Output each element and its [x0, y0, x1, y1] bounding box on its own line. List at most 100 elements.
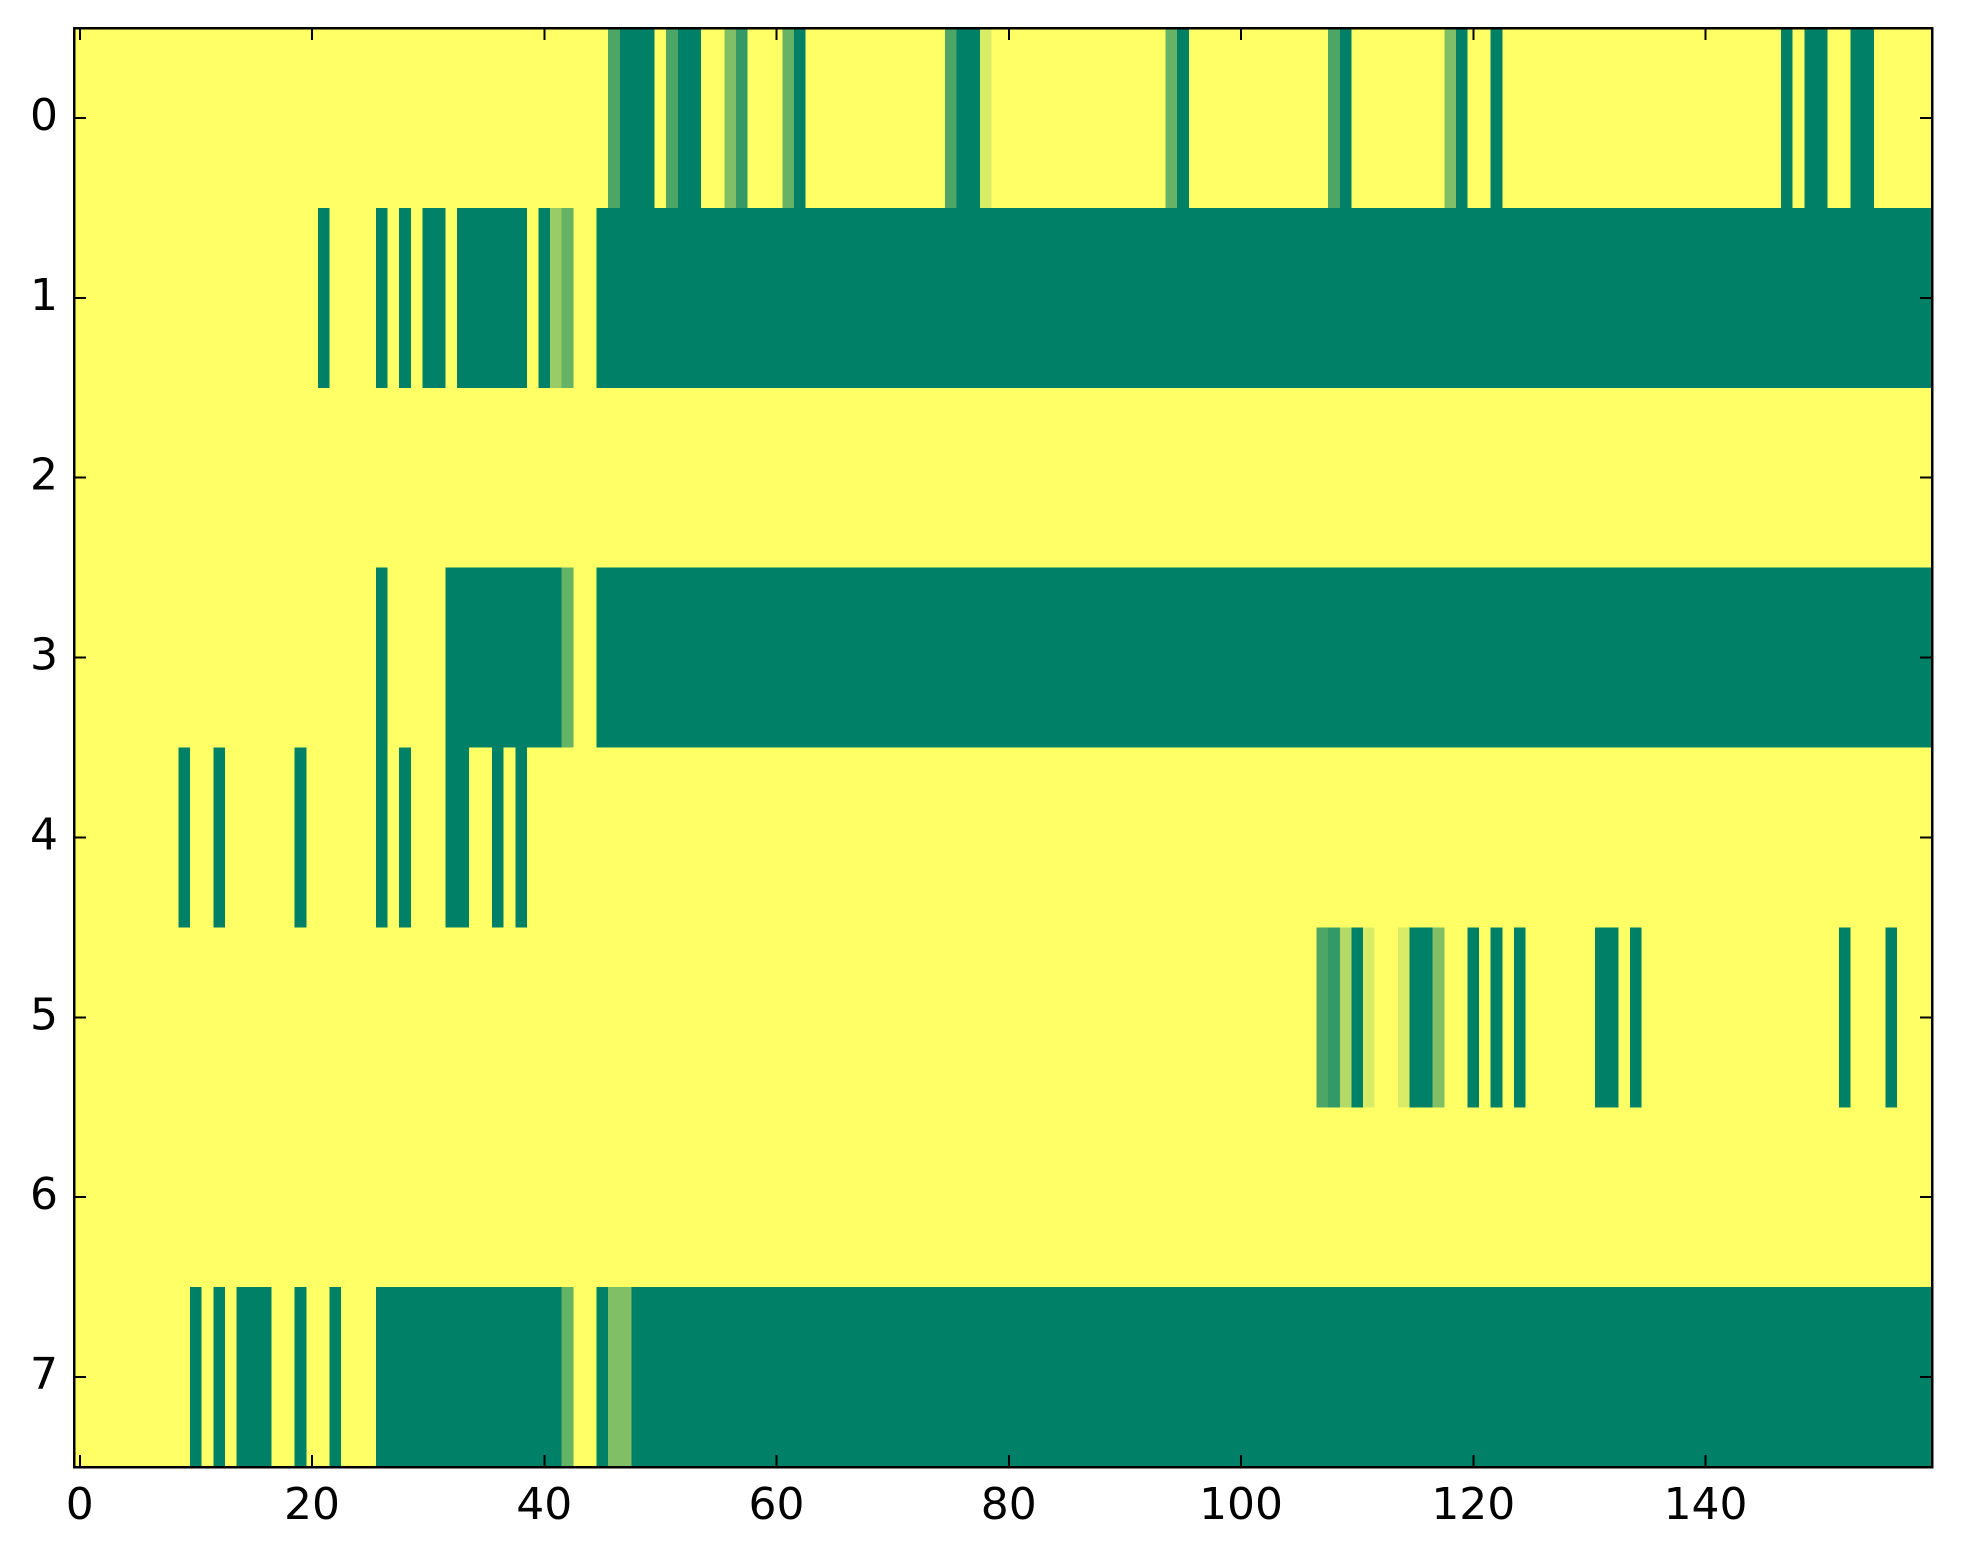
heatmap-cell — [1165, 1107, 1178, 1288]
heatmap-cell — [1862, 1287, 1875, 1468]
heatmap-cell — [1560, 1107, 1573, 1288]
heatmap-cell — [108, 387, 121, 569]
heatmap-cell — [1258, 387, 1271, 569]
heatmap-cell — [1432, 207, 1445, 389]
heatmap-cell — [1722, 387, 1736, 569]
heatmap-cell — [155, 1287, 168, 1468]
heatmap-cell — [526, 28, 539, 209]
heatmap-cell — [364, 387, 377, 569]
heatmap-cell — [759, 747, 772, 928]
heatmap-cell — [1362, 747, 1376, 928]
heatmap-cell — [979, 387, 992, 569]
heatmap-cell — [1722, 567, 1736, 748]
heatmap-cell — [1177, 28, 1190, 209]
heatmap-cell — [248, 567, 261, 748]
heatmap-cell — [143, 927, 156, 1108]
heatmap-cell — [712, 1107, 725, 1288]
heatmap-cell — [921, 387, 934, 569]
heatmap-cell — [1421, 747, 1434, 928]
heatmap-cell — [1757, 28, 1770, 209]
heatmap-cell — [770, 28, 783, 209]
heatmap-cell — [1339, 387, 1352, 569]
heatmap-cell — [1479, 747, 1492, 928]
heatmap-cell — [1049, 387, 1062, 569]
heatmap-cell — [1223, 927, 1236, 1108]
heatmap-cell — [1734, 387, 1747, 569]
heatmap-cell — [1177, 567, 1190, 748]
heatmap-cell — [236, 207, 249, 389]
heatmap-cell — [1583, 207, 1596, 389]
heatmap-cell — [1688, 387, 1701, 569]
heatmap-cell — [770, 747, 783, 928]
heatmap-cell — [561, 1287, 574, 1468]
heatmap-cell — [1188, 387, 1201, 569]
heatmap-cell — [120, 387, 133, 569]
heatmap-cell — [1037, 28, 1050, 209]
heatmap-cell — [1548, 1287, 1561, 1468]
heatmap-cell — [224, 927, 238, 1108]
heatmap-cell — [1513, 207, 1527, 389]
heatmap-cell — [1757, 387, 1770, 569]
heatmap-cell — [1479, 387, 1492, 569]
heatmap-cell — [410, 747, 423, 928]
heatmap-cell — [550, 927, 563, 1108]
heatmap-cell — [1304, 207, 1318, 389]
heatmap-cell — [1734, 747, 1747, 928]
heatmap-cell — [503, 387, 516, 569]
heatmap-cell — [422, 927, 435, 1108]
heatmap-cell — [341, 1107, 354, 1288]
heatmap-cell — [108, 747, 121, 928]
heatmap-cell — [364, 747, 377, 928]
heatmap-cell — [1548, 28, 1561, 209]
heatmap-cell — [1467, 927, 1480, 1108]
heatmap-cell — [1444, 1107, 1457, 1288]
heatmap-cell — [1397, 1287, 1410, 1468]
heatmap-cell — [573, 28, 586, 209]
heatmap-cell — [689, 387, 702, 569]
heatmap-cell — [1153, 567, 1167, 748]
heatmap-cell — [1757, 747, 1770, 928]
heatmap-cell — [747, 567, 760, 748]
heatmap-cell — [1606, 567, 1619, 748]
heatmap-cell — [1328, 927, 1341, 1108]
heatmap-cell — [1873, 1107, 1887, 1288]
heatmap-cell — [492, 1287, 505, 1468]
heatmap-cell — [1304, 747, 1318, 928]
heatmap-cell — [1490, 747, 1503, 928]
heatmap-cell — [352, 567, 365, 748]
heatmap-cell — [1246, 567, 1259, 748]
heatmap-cell — [1885, 1107, 1898, 1288]
heatmap-cell — [1014, 207, 1027, 389]
heatmap-cell — [1502, 747, 1515, 928]
heatmap-cell — [875, 28, 888, 209]
heatmap-cell — [1304, 567, 1318, 748]
heatmap-cell — [944, 747, 958, 928]
heatmap-cell — [1177, 927, 1190, 1108]
heatmap-cell — [712, 207, 725, 389]
heatmap-cell — [166, 1287, 180, 1468]
heatmap-cell — [584, 747, 598, 928]
heatmap-cell — [1548, 387, 1561, 569]
heatmap-cell — [457, 1107, 470, 1288]
x-tick-label: 0 — [66, 1479, 94, 1530]
heatmap-cell — [1061, 207, 1074, 389]
heatmap-cell — [1618, 747, 1631, 928]
heatmap-cell — [666, 567, 679, 748]
heatmap-cell — [120, 28, 133, 209]
heatmap-cell — [224, 387, 238, 569]
heatmap-cell — [1757, 567, 1770, 748]
heatmap-cell — [1839, 28, 1852, 209]
heatmap-cell — [561, 207, 574, 389]
heatmap-cell — [1095, 567, 1109, 748]
heatmap-cell — [143, 28, 156, 209]
heatmap-cell — [248, 1107, 261, 1288]
heatmap-cell — [108, 567, 121, 748]
heatmap-cell — [747, 387, 760, 569]
heatmap-cell — [1839, 927, 1852, 1108]
heatmap-cell — [1641, 207, 1654, 389]
heatmap-cell — [1815, 28, 1828, 209]
heatmap-cell — [375, 387, 389, 569]
heatmap-cell — [236, 927, 249, 1108]
heatmap-cell — [1119, 567, 1132, 748]
heatmap-cell — [213, 567, 226, 748]
